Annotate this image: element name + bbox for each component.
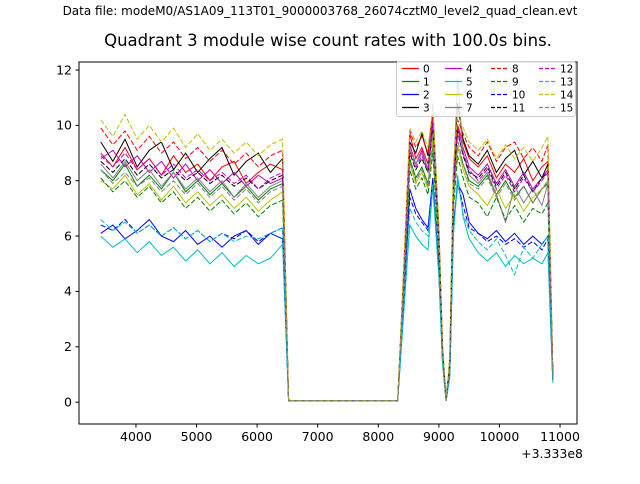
y-tick-label: 6 <box>64 228 72 243</box>
legend-label-15: 15 <box>560 102 573 114</box>
y-tick-label: 8 <box>64 173 72 188</box>
legend-label-7: 7 <box>466 102 473 114</box>
legend-label-10: 10 <box>512 89 525 101</box>
x-tick-label: 5000 <box>181 429 213 444</box>
axes-frame <box>78 61 578 425</box>
y-tick-label: 0 <box>64 394 72 409</box>
x-tick-label: 11000 <box>540 429 580 444</box>
series-line-15 <box>100 133 554 402</box>
legend-label-0: 0 <box>423 63 430 75</box>
series-line-8 <box>100 114 554 402</box>
y-tick-label: 12 <box>56 62 72 77</box>
legend-label-5: 5 <box>466 76 473 88</box>
legend-label-12: 12 <box>560 63 573 75</box>
legend-label-11: 11 <box>512 102 525 114</box>
legend-label-3: 3 <box>423 102 430 114</box>
chart-title: Quadrant 3 module wise count rates with … <box>104 31 552 50</box>
series-line-12 <box>100 125 554 402</box>
x-tick-label: 8000 <box>362 429 394 444</box>
legend-label-8: 8 <box>512 63 519 75</box>
y-tick-label: 10 <box>56 118 72 133</box>
x-tick-label: 6000 <box>241 429 273 444</box>
series-line-5 <box>100 175 554 402</box>
series-line-14 <box>100 108 554 402</box>
series-line-9 <box>100 153 554 402</box>
x-axis-offset-label: +3.333e8 <box>521 446 583 461</box>
y-tick-label: 4 <box>64 284 72 299</box>
legend-label-14: 14 <box>560 89 574 101</box>
legend-label-6: 6 <box>466 89 473 101</box>
legend-label-1: 1 <box>423 76 430 88</box>
y-tick-label: 2 <box>64 339 72 354</box>
series-line-1 <box>100 144 554 402</box>
series-line-4 <box>100 119 554 402</box>
series-line-13 <box>100 180 554 402</box>
legend-label-9: 9 <box>512 76 519 88</box>
x-tick-label: 9000 <box>423 429 455 444</box>
x-tick-label: 10000 <box>480 429 520 444</box>
legend-label-4: 4 <box>466 63 473 75</box>
x-tick-label: 4000 <box>120 429 152 444</box>
legend-label-2: 2 <box>423 89 430 101</box>
series-line-2 <box>100 177 554 402</box>
data-file-label: Data file: modeM0/AS1A09_113T01_90000037… <box>62 4 578 18</box>
x-tick-label: 7000 <box>302 429 334 444</box>
series-line-3 <box>100 103 554 402</box>
legend-box <box>396 61 576 117</box>
legend-label-13: 13 <box>560 76 573 88</box>
